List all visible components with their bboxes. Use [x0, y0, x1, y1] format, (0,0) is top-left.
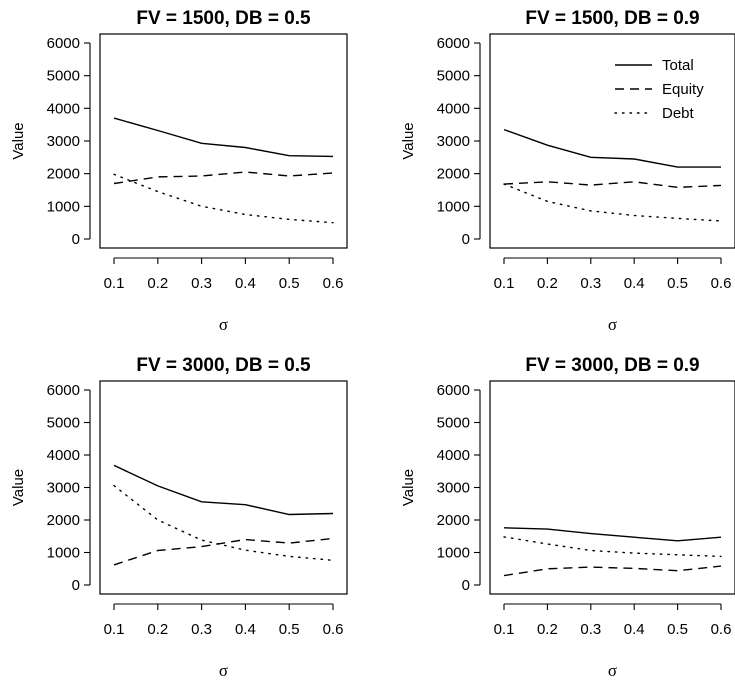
- x-tick-label: 0.6: [711, 275, 732, 292]
- series-line-equity: [113, 537, 334, 566]
- series-line-debt: [503, 536, 722, 558]
- series-line-total: [503, 128, 721, 168]
- y-tick-label: 5000: [437, 68, 470, 85]
- series-line-total: [503, 527, 722, 542]
- chart-panel-1: FV = 1500, DB = 0.5 0 1000 2000 3000 4000 5000…: [10, 8, 348, 334]
- y-tick-label: 0: [72, 231, 80, 248]
- legend-label-equity: Equity: [662, 81, 704, 98]
- y-axis-label: Value: [10, 122, 27, 159]
- y-tick-label: 2000: [437, 512, 470, 529]
- y-tick-label: 4000: [437, 100, 470, 117]
- y-tick-label: 4000: [47, 447, 80, 464]
- series-line-equity: [113, 171, 334, 185]
- legend-label-debt: Debt: [662, 105, 695, 122]
- y-axis-label: Value: [400, 469, 417, 506]
- x-tick-label: 0.5: [667, 621, 688, 638]
- x-tick-label: 0.5: [667, 275, 688, 292]
- y-tick-label: 5000: [47, 68, 80, 85]
- y-tick-label: 5000: [47, 415, 80, 432]
- y-tick-label: 0: [72, 577, 80, 594]
- x-axis-label: σ: [219, 661, 228, 680]
- x-tick-label: 0.1: [494, 621, 515, 638]
- x-tick-label: 0.3: [191, 621, 212, 638]
- chart-panel-4: FV = 3000, DB = 0.9 0 1000 2000 3000 4000 5000…: [400, 355, 735, 680]
- plot-frame: [489, 33, 735, 249]
- x-tick-label: 0.2: [537, 275, 558, 292]
- y-axis-label: Value: [400, 122, 417, 159]
- x-tick-label: 0.4: [624, 275, 645, 292]
- series-line-debt: [113, 484, 334, 561]
- legend: Total Equity Debt: [614, 57, 704, 122]
- x-tick-label: 0.3: [580, 275, 601, 292]
- y-tick-label: 1000: [437, 198, 470, 215]
- x-tick-label: 0.2: [537, 621, 558, 638]
- y-tick-label: 2000: [47, 166, 80, 183]
- y-tick-label: 6000: [47, 382, 80, 399]
- series-line-total: [113, 464, 334, 516]
- x-tick-label: 0.6: [323, 275, 344, 292]
- y-tick-label: 4000: [47, 100, 80, 117]
- series-line-debt: [503, 183, 722, 222]
- y-tick-label: 1000: [47, 198, 80, 215]
- x-tick-label: 0.1: [104, 621, 125, 638]
- series-line-equity: [503, 181, 722, 189]
- y-tick-label: 3000: [47, 480, 80, 497]
- x-tick-label: 0.2: [147, 275, 168, 292]
- x-tick-label: 0.3: [191, 275, 212, 292]
- x-tick-label: 0.2: [147, 621, 168, 638]
- x-tick-label: 0.4: [624, 621, 645, 638]
- y-tick-label: 6000: [47, 35, 80, 52]
- y-tick-label: 0: [462, 231, 470, 248]
- x-axis-label: σ: [608, 315, 617, 334]
- chart-title: FV = 3000, DB = 0.5: [136, 355, 311, 376]
- plot-frame: [99, 33, 348, 249]
- x-axis-label: σ: [219, 315, 228, 334]
- x-tick-label: 0.1: [104, 275, 125, 292]
- chart-panel-3: FV = 3000, DB = 0.5 0 1000 2000 3000 4000 5000…: [10, 355, 348, 680]
- x-axis-label: σ: [608, 661, 617, 680]
- chart-title: FV = 1500, DB = 0.5: [136, 8, 311, 29]
- chart-title: FV = 3000, DB = 0.9: [525, 355, 699, 376]
- series-line-debt: [113, 173, 334, 224]
- series-line-total: [113, 117, 334, 158]
- x-tick-label: 0.6: [323, 621, 344, 638]
- plot-frame: [99, 380, 348, 595]
- y-tick-label: 1000: [47, 545, 80, 562]
- y-tick-label: 6000: [437, 35, 470, 52]
- y-tick-label: 3000: [47, 133, 80, 150]
- series-line-equity: [503, 565, 722, 577]
- y-axis-label: Value: [10, 469, 27, 506]
- x-tick-label: 0.4: [235, 621, 256, 638]
- y-tick-label: 6000: [437, 382, 470, 399]
- x-tick-label: 0.5: [279, 275, 300, 292]
- y-tick-label: 3000: [437, 480, 470, 497]
- x-tick-label: 0.1: [494, 275, 515, 292]
- plot-frame: [489, 380, 735, 595]
- y-tick-label: 2000: [437, 166, 470, 183]
- x-tick-label: 0.5: [279, 621, 300, 638]
- chart-panel-2: FV = 1500, DB = 0.9 0 1000 2000 3000 4000 5000…: [400, 8, 735, 334]
- chart-title: FV = 1500, DB = 0.9: [525, 8, 699, 29]
- y-tick-label: 3000: [437, 133, 470, 150]
- y-tick-label: 1000: [437, 545, 470, 562]
- y-tick-label: 2000: [47, 512, 80, 529]
- y-tick-label: 0: [462, 577, 470, 594]
- y-tick-label: 5000: [437, 415, 470, 432]
- x-tick-label: 0.6: [711, 621, 732, 638]
- x-tick-label: 0.4: [235, 275, 256, 292]
- x-tick-label: 0.3: [580, 621, 601, 638]
- legend-label-total: Total: [662, 57, 694, 74]
- y-tick-label: 4000: [437, 447, 470, 464]
